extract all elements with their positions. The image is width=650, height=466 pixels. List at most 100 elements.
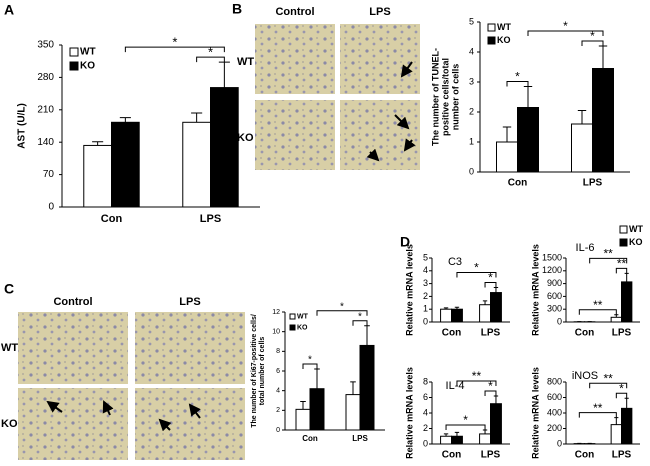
y-tick-label: 2 [276, 407, 280, 414]
chart-title: IL-6 [576, 242, 595, 254]
error-bar [624, 397, 629, 409]
y-tick-label: 4 [276, 388, 280, 395]
micrograph [255, 24, 335, 94]
significance-bracket [578, 412, 617, 418]
significance-bracket [456, 271, 497, 278]
error-bar [350, 381, 356, 395]
column-label: Control [53, 296, 92, 308]
y-tick-label: 0 [423, 438, 428, 448]
micrograph [18, 312, 128, 384]
y-tick-label: 0 [276, 427, 280, 434]
micrograph [340, 100, 420, 170]
y-axis-label: AST (U/L) [17, 103, 28, 149]
bar-chart: 0 2 4 6 8 10 12 The number of Ki67-positive cel… [251, 301, 385, 443]
bar [451, 308, 463, 323]
y-tick-label: 6 [423, 392, 428, 402]
bar-chart: 0 1 2 3 4 5 The number of TUNEL-positive cells… [430, 16, 630, 189]
bar [592, 68, 614, 173]
significance-bracket [456, 380, 497, 386]
error-bar [443, 433, 449, 437]
error-bar [614, 417, 619, 425]
y-tick-label: 12 [272, 309, 280, 316]
y-tick-label: 350 [37, 40, 54, 51]
x-tick-label: LPS [481, 328, 501, 339]
y-tick-label: 10 [272, 329, 280, 336]
y-tick-label: 3 [423, 278, 428, 288]
y-tick-label: 0 [557, 438, 562, 448]
arrow [394, 114, 410, 130]
bar [479, 433, 491, 445]
y-axis-label: Relative mRNA levels [530, 244, 540, 336]
bar [621, 407, 633, 445]
y-axis-label: Relative mRNA levels [530, 367, 540, 459]
micrograph [255, 100, 335, 170]
significance-label: * [308, 355, 312, 366]
chart-title: iNOS [572, 370, 598, 382]
significance-label: ** [604, 371, 614, 385]
y-tick-label: 300 [547, 304, 562, 314]
tissue-images-c [18, 312, 245, 460]
bar [440, 435, 452, 445]
significance-bracket [506, 81, 529, 87]
error-bar [614, 314, 619, 318]
y-axis-label: number of cells [450, 64, 460, 131]
y-tick-label: 210 [37, 104, 54, 115]
arrow [400, 61, 413, 78]
column-label: LPS [179, 296, 200, 308]
error-bar [493, 286, 499, 293]
x-tick-label: Con [101, 213, 123, 225]
chart-title: C3 [448, 256, 462, 268]
row-label: KO [1, 418, 18, 430]
x-tick-label: Con [575, 328, 594, 339]
error-bar [598, 45, 608, 69]
y-tick-label: 4 [469, 46, 474, 56]
bar [83, 144, 112, 208]
significance-bracket [615, 267, 628, 274]
error-bar [577, 110, 587, 124]
significance-label: * [488, 271, 493, 285]
y-tick-label: 1 [423, 304, 428, 314]
bar [182, 121, 211, 208]
bar [111, 121, 140, 208]
bar [295, 408, 311, 431]
bar [210, 87, 239, 208]
significance-bracket [316, 310, 368, 316]
micrograph [18, 388, 128, 460]
legend-label: KO [80, 61, 95, 72]
x-tick-label: LPS [612, 328, 632, 339]
significance-label: ** [593, 401, 603, 415]
y-tick-label: 400 [547, 407, 562, 417]
y-axis-label: total number of cells [259, 337, 266, 406]
error-bar [191, 112, 203, 123]
y-tick-label: 2 [469, 106, 474, 116]
x-tick-label: Con [442, 328, 461, 339]
y-tick-label: 800 [547, 376, 562, 386]
y-tick-label: 0 [423, 316, 428, 326]
error-bar [364, 325, 370, 346]
y-tick-label: 0 [469, 166, 474, 176]
legend-swatch [289, 324, 296, 331]
error-bar [624, 272, 629, 282]
bar [517, 107, 539, 173]
significance-label: ** [617, 257, 627, 271]
legend-swatch [69, 61, 79, 71]
y-tick-label: 900 [547, 278, 562, 288]
y-tick-label: 600 [547, 291, 562, 301]
bar [479, 304, 491, 323]
row-label: WT [1, 342, 18, 354]
y-tick-label: 280 [37, 72, 54, 83]
y-tick-label: 600 [547, 392, 562, 402]
y-tick-label: 70 [43, 169, 55, 180]
panel-label: D [400, 234, 410, 250]
legend-label: KO [629, 237, 643, 247]
arrow [102, 400, 114, 416]
y-tick-label: 140 [37, 137, 54, 148]
significance-bracket [352, 320, 368, 326]
error-bar [482, 300, 488, 305]
significance-bracket [445, 424, 486, 431]
significance-label: * [515, 70, 520, 84]
bar [610, 316, 623, 323]
column-label: Control [275, 6, 314, 18]
